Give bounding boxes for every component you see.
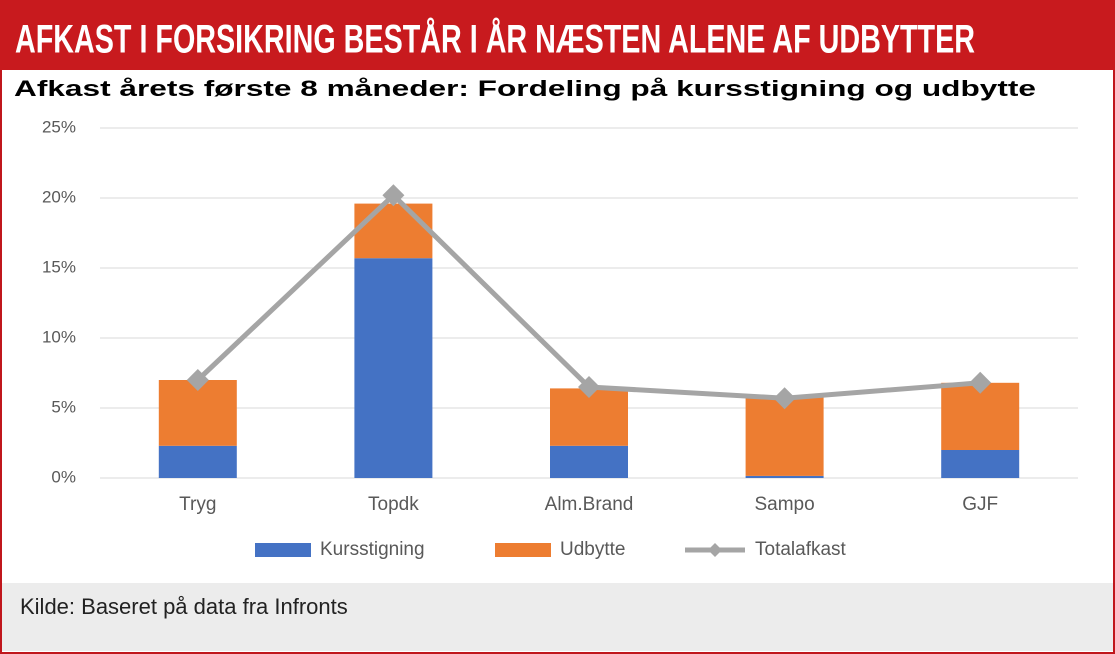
bar bbox=[550, 445, 628, 478]
y-tick-label: 5% bbox=[51, 397, 76, 416]
banner bbox=[0, 0, 1115, 70]
line-marker bbox=[186, 369, 209, 391]
chart-subtitle: Afkast årets første 8 måneder: Fordeling… bbox=[14, 76, 1036, 101]
source-box bbox=[2, 583, 1113, 651]
x-tick-label: Topdk bbox=[368, 494, 419, 515]
y-tick-label: 15% bbox=[42, 257, 76, 276]
line-marker bbox=[773, 387, 796, 410]
line-marker bbox=[382, 184, 405, 207]
legend-swatch bbox=[495, 543, 551, 557]
x-tick-label: Tryg bbox=[179, 494, 216, 515]
x-tick-label: Sampo bbox=[754, 494, 814, 515]
bar bbox=[941, 382, 1020, 450]
legend-marker bbox=[708, 543, 722, 557]
legend-swatch bbox=[255, 543, 311, 557]
legend-label: Kursstigning bbox=[320, 539, 425, 560]
bar bbox=[941, 450, 1020, 478]
x-tick-label: GJF bbox=[962, 494, 998, 515]
line-marker bbox=[578, 376, 600, 398]
legend-label: Udbytte bbox=[560, 539, 625, 560]
bar bbox=[354, 203, 433, 259]
x-tick-label: Alm.Brand bbox=[545, 494, 634, 515]
chart-title: AFKAST I FORSIKRING BESTÅR I ÅR NÆSTEN A… bbox=[15, 17, 975, 62]
legend-label: Totalafkast bbox=[755, 539, 847, 560]
bar bbox=[745, 475, 824, 478]
y-tick-label: 10% bbox=[42, 327, 76, 346]
y-tick-label: 25% bbox=[42, 117, 76, 136]
line-marker bbox=[969, 371, 992, 394]
bar bbox=[158, 445, 237, 478]
bar bbox=[745, 396, 824, 476]
y-tick-label: 20% bbox=[42, 187, 76, 206]
y-tick-label: 0% bbox=[51, 467, 76, 486]
source: Kilde: Baseret på data fra Infronts bbox=[20, 594, 348, 619]
bar bbox=[354, 258, 433, 478]
